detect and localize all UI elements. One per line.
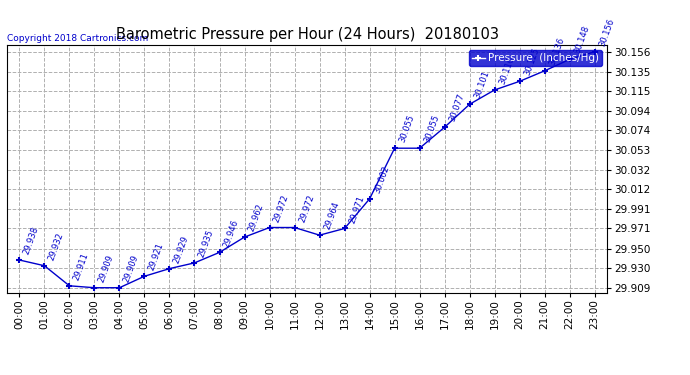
Pressure  (Inches/Hg) [466,102,474,106]
Text: 30.077: 30.077 [447,93,466,123]
Pressure  (Inches/Hg) [266,225,274,230]
Pressure  (Inches/Hg) [315,233,324,237]
Pressure  (Inches/Hg) [415,146,424,150]
Text: 30.156: 30.156 [598,17,616,48]
Pressure  (Inches/Hg) [90,285,99,290]
Text: 30.055: 30.055 [422,114,441,144]
Text: 29.935: 29.935 [197,228,216,259]
Text: 29.909: 29.909 [97,254,115,284]
Pressure  (Inches/Hg) [40,264,48,268]
Pressure  (Inches/Hg) [566,57,574,62]
Text: 30.055: 30.055 [397,114,416,144]
Pressure  (Inches/Hg) [290,225,299,230]
Pressure  (Inches/Hg) [215,250,224,255]
Pressure  (Inches/Hg) [190,261,199,265]
Text: Copyright 2018 Cartronics.com: Copyright 2018 Cartronics.com [7,33,148,42]
Text: 30.125: 30.125 [522,47,541,77]
Text: 29.972: 29.972 [297,193,316,224]
Pressure  (Inches/Hg) [140,274,148,279]
Text: 29.911: 29.911 [72,251,90,282]
Pressure  (Inches/Hg) [540,69,549,73]
Text: 29.932: 29.932 [47,231,66,262]
Pressure  (Inches/Hg) [391,146,399,150]
Text: 29.921: 29.921 [147,242,166,272]
Title: Barometric Pressure per Hour (24 Hours)  20180103: Barometric Pressure per Hour (24 Hours) … [115,27,499,42]
Text: 30.116: 30.116 [497,55,516,86]
Text: 30.101: 30.101 [473,70,491,100]
Text: 29.972: 29.972 [273,193,290,224]
Pressure  (Inches/Hg) [491,88,499,92]
Pressure  (Inches/Hg) [440,125,449,129]
Line: Pressure  (Inches/Hg): Pressure (Inches/Hg) [16,48,598,291]
Text: 29.946: 29.946 [222,218,241,248]
Text: 29.971: 29.971 [347,194,366,224]
Pressure  (Inches/Hg) [366,196,374,201]
Text: 30.136: 30.136 [547,36,566,67]
Pressure  (Inches/Hg) [591,50,599,54]
Text: 30.148: 30.148 [573,25,591,55]
Pressure  (Inches/Hg) [66,284,74,288]
Text: 29.964: 29.964 [322,201,341,231]
Legend: Pressure  (Inches/Hg): Pressure (Inches/Hg) [469,50,602,66]
Text: 29.962: 29.962 [247,202,266,233]
Pressure  (Inches/Hg) [240,235,248,239]
Pressure  (Inches/Hg) [115,285,124,290]
Text: 29.909: 29.909 [122,254,141,284]
Pressure  (Inches/Hg) [166,266,174,271]
Text: 29.929: 29.929 [172,234,190,264]
Text: 30.002: 30.002 [373,164,391,195]
Pressure  (Inches/Hg) [515,79,524,84]
Pressure  (Inches/Hg) [15,258,23,262]
Pressure  (Inches/Hg) [340,226,348,231]
Text: 29.938: 29.938 [22,225,41,256]
